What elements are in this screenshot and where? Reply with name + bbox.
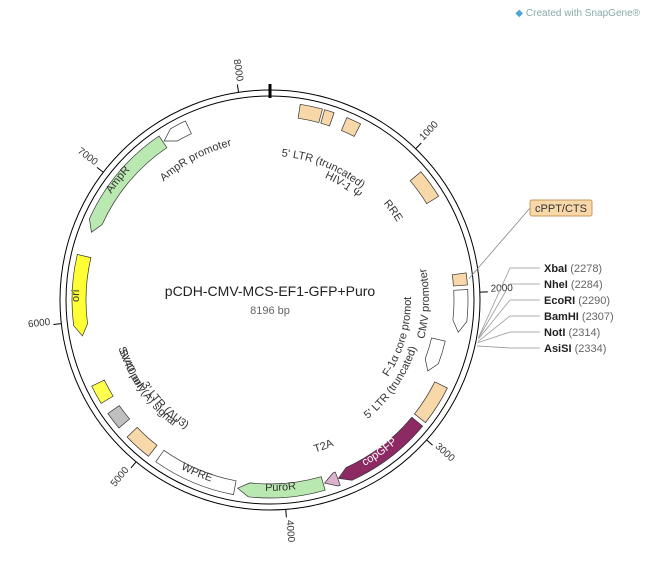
- feature-sv40poly: [108, 406, 130, 428]
- tick-label: 5000: [109, 465, 132, 489]
- tick-label: 8000: [231, 58, 245, 82]
- feature-ltr5c: [414, 382, 447, 423]
- restriction-site: AsiSI (2334): [544, 343, 606, 355]
- tick-label: 7000: [75, 146, 100, 169]
- credit-text: ◆ Created with SnapGene®: [515, 8, 640, 19]
- feature-cmv: [453, 290, 468, 333]
- tick-label: 4000: [284, 520, 297, 543]
- tick-label: 3000: [433, 441, 457, 464]
- feature-ef1a: [425, 338, 445, 371]
- feature-label-amprp: AmpR promoter: [158, 137, 233, 184]
- tick-label: 1000: [417, 119, 441, 143]
- feature-ltr5b: [321, 110, 334, 126]
- plasmid-size: 8196 bp: [250, 305, 290, 317]
- feature-label-sv40ori: SV40 ori: [116, 348, 145, 391]
- feature-rre: [410, 172, 438, 204]
- restriction-site: XbaI (2278): [544, 263, 602, 275]
- outer-ring: [60, 90, 480, 510]
- tick: [286, 509, 287, 517]
- tick: [97, 167, 103, 172]
- feature-ltr5a: [298, 104, 322, 122]
- feature-ampr: [89, 136, 166, 232]
- feature-cppt: [452, 273, 467, 286]
- cppt-label: cPPT/CTS: [535, 203, 587, 215]
- restriction-site: EcoRI (2290): [544, 295, 610, 307]
- restriction-site: BamHI (2307): [544, 311, 614, 323]
- feature-label-rre: RRE: [381, 198, 405, 224]
- feature-sv40ori: [92, 380, 113, 403]
- rs-leader: [478, 332, 540, 343]
- rs-leader: [477, 346, 540, 348]
- feature-t2a: [325, 472, 341, 486]
- restriction-site: NheI (2284): [544, 279, 603, 291]
- tick: [416, 143, 422, 149]
- plasmid-map: ◆ Created with SnapGene®1000200030004000…: [0, 0, 653, 568]
- restriction-site: NotI (2314): [544, 327, 600, 339]
- plasmid-name: pCDH-CMV-MCS-EF1-GFP+Puro: [165, 283, 376, 299]
- tick: [237, 84, 238, 92]
- feature-label-t2a: T2A: [312, 437, 335, 455]
- feature-psi: [341, 118, 360, 137]
- tick: [427, 440, 433, 445]
- tick-label: 6000: [28, 317, 52, 330]
- feature-label-puror: PuroR: [265, 480, 297, 494]
- tick: [53, 324, 61, 325]
- feature-ltr3: [127, 427, 157, 456]
- feature-label-cmv: CMV promoter: [415, 267, 432, 340]
- feature-amprp: [164, 121, 191, 141]
- tick: [131, 462, 136, 468]
- rs-leader: [478, 316, 540, 342]
- rs-leader: [478, 300, 540, 339]
